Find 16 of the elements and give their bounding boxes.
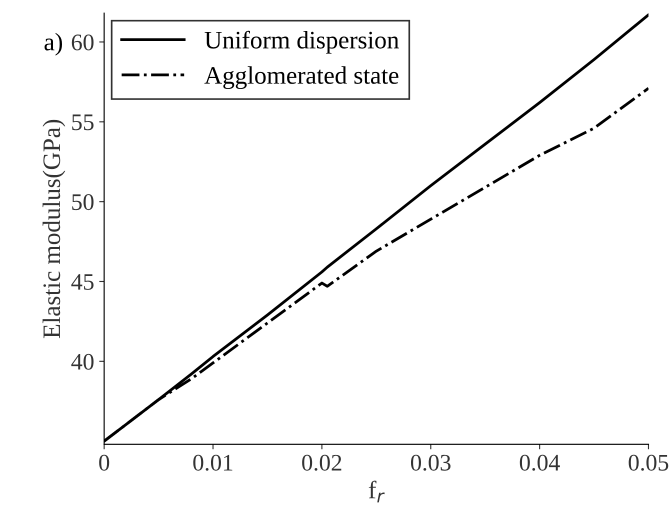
text: a) [44, 32, 62, 56]
x-tick-label: 0.05 [628, 454, 668, 471]
legend-label: Uniform dispersion [204, 30, 399, 54]
y-tick-label: 45 [71, 274, 94, 290]
x-tick-label: 0.04 [520, 454, 560, 471]
y-tick-label: 50 [72, 194, 94, 210]
x-axis-title: f$_{r}$ [368, 480, 385, 502]
x-tick-label: 0.02 [302, 454, 342, 471]
x-tick-label: 0.01 [193, 454, 232, 471]
y-tick-label: 55 [72, 114, 94, 130]
y-tick-label: 40 [71, 354, 94, 370]
y-axis-title: Elastic modulus(GPa) [42, 120, 66, 338]
legend-label: Agglomerated state [204, 66, 398, 90]
x-tick-label: 0.03 [410, 454, 450, 471]
x-tick-label: 0 [99, 454, 110, 471]
y-tick-label: 60 [72, 34, 94, 50]
